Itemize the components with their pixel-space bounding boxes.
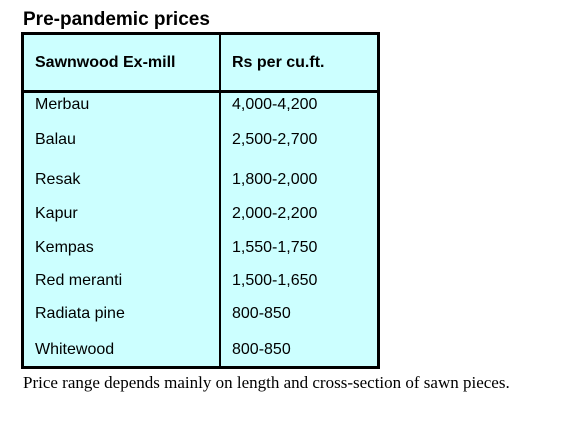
wood-price: 2,000-2,200 — [232, 205, 318, 222]
wood-price: 1,500-1,650 — [232, 272, 318, 289]
wood-price: 4,000-4,200 — [232, 96, 318, 113]
table-row: Resak 1,800-2,000 — [24, 169, 377, 191]
wood-price: 1,550-1,750 — [232, 239, 318, 256]
wood-name: Red meranti — [35, 272, 123, 289]
column-divider — [219, 35, 221, 366]
wood-name: Balau — [35, 131, 76, 148]
table-row: Whitewood 800-850 — [24, 339, 377, 361]
wood-price: 1,800-2,000 — [232, 171, 318, 188]
wood-name: Resak — [35, 171, 81, 188]
wood-name: Kempas — [35, 239, 94, 256]
header-price: Rs per cu.ft. — [232, 54, 325, 71]
wood-price: 800-850 — [232, 341, 291, 358]
footnote: Price range depends mainly on length and… — [23, 373, 510, 392]
wood-name: Radiata pine — [35, 305, 125, 322]
table-row: Balau 2,500-2,700 — [24, 129, 377, 151]
table-row: Red meranti 1,500-1,650 — [24, 270, 377, 292]
wood-price: 2,500-2,700 — [232, 131, 318, 148]
table-row: Radiata pine 800-850 — [24, 303, 377, 325]
wood-price: 800-850 — [232, 305, 291, 322]
table-row: Kempas 1,550-1,750 — [24, 237, 377, 259]
wood-name: Merbau — [35, 96, 90, 113]
page-title: Pre-pandemic prices — [23, 9, 210, 30]
table-row: Merbau 4,000-4,200 — [24, 94, 377, 116]
price-table: Sawnwood Ex-mill Rs per cu.ft. Merbau 4,… — [21, 32, 380, 369]
wood-name: Kapur — [35, 205, 78, 222]
table-row: Kapur 2,000-2,200 — [24, 203, 377, 225]
wood-name: Whitewood — [35, 341, 115, 358]
header-sawnwood: Sawnwood Ex-mill — [35, 54, 176, 71]
header-divider — [24, 90, 377, 93]
